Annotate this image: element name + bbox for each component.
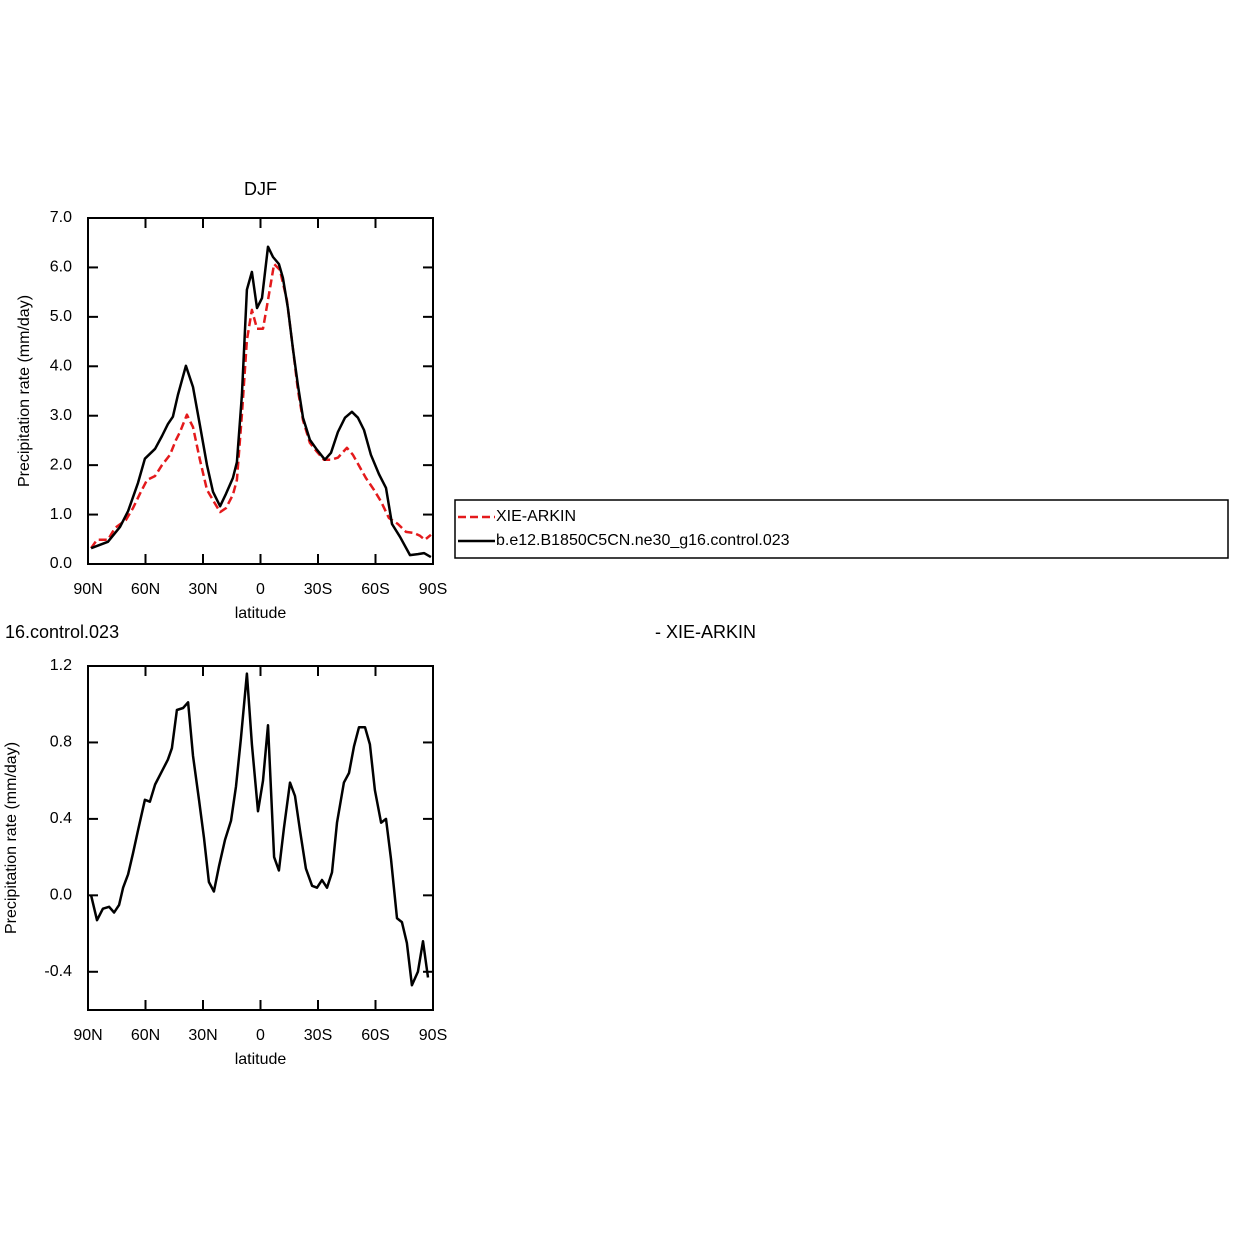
x-tick-label: 0 bbox=[256, 1027, 265, 1044]
chart-title: - XIE-ARKIN bbox=[655, 622, 756, 642]
plot-frame bbox=[87, 665, 434, 1011]
legend-box bbox=[454, 499, 1229, 559]
x-axis-label: latitude bbox=[235, 1051, 287, 1068]
x-tick-label: 0 bbox=[256, 581, 265, 598]
x-tick-label: 60S bbox=[361, 1027, 389, 1044]
y-tick-label: 0.0 bbox=[50, 555, 72, 572]
x-tick-label: 60S bbox=[361, 581, 389, 598]
y-axis-label: Precipitation rate (mm/day) bbox=[3, 742, 20, 934]
y-tick-label: 5.0 bbox=[50, 308, 72, 325]
x-axis-label: latitude bbox=[235, 605, 287, 622]
y-tick-label: 1.2 bbox=[50, 657, 72, 674]
y-axis-label: Precipitation rate (mm/day) bbox=[16, 295, 33, 487]
data-line bbox=[89, 672, 430, 987]
y-tick-label: 0.0 bbox=[50, 887, 72, 904]
y-tick-label: 0.8 bbox=[50, 734, 72, 751]
chart-title: 16.control.023 bbox=[5, 622, 119, 642]
y-tick-label: 2.0 bbox=[50, 456, 72, 473]
data-line bbox=[90, 245, 432, 559]
data-line bbox=[90, 262, 432, 549]
plot-frame bbox=[87, 217, 434, 565]
x-tick-label: 60N bbox=[131, 1027, 160, 1044]
y-tick-label: 6.0 bbox=[50, 259, 72, 276]
x-tick-label: 30S bbox=[304, 1027, 332, 1044]
y-tick-label: 1.0 bbox=[50, 506, 72, 523]
y-tick-label: 0.4 bbox=[50, 810, 72, 827]
y-tick-label: 3.0 bbox=[50, 407, 72, 424]
legend-label: b.e12.B1850C5CN.ne30_g16.control.023 bbox=[496, 532, 790, 549]
chart-title: DJF bbox=[244, 179, 277, 199]
legend-label: XIE-ARKIN bbox=[496, 508, 576, 525]
x-tick-label: 90N bbox=[73, 581, 102, 598]
y-tick-label: -0.4 bbox=[44, 963, 72, 980]
y-tick-label: 4.0 bbox=[50, 358, 72, 375]
x-tick-label: 90S bbox=[419, 1027, 447, 1044]
x-tick-label: 90S bbox=[419, 581, 447, 598]
y-tick-label: 7.0 bbox=[50, 209, 72, 226]
x-tick-label: 30N bbox=[188, 1027, 217, 1044]
x-tick-label: 30S bbox=[304, 581, 332, 598]
x-tick-label: 30N bbox=[188, 581, 217, 598]
x-tick-label: 60N bbox=[131, 581, 160, 598]
x-tick-label: 90N bbox=[73, 1027, 102, 1044]
